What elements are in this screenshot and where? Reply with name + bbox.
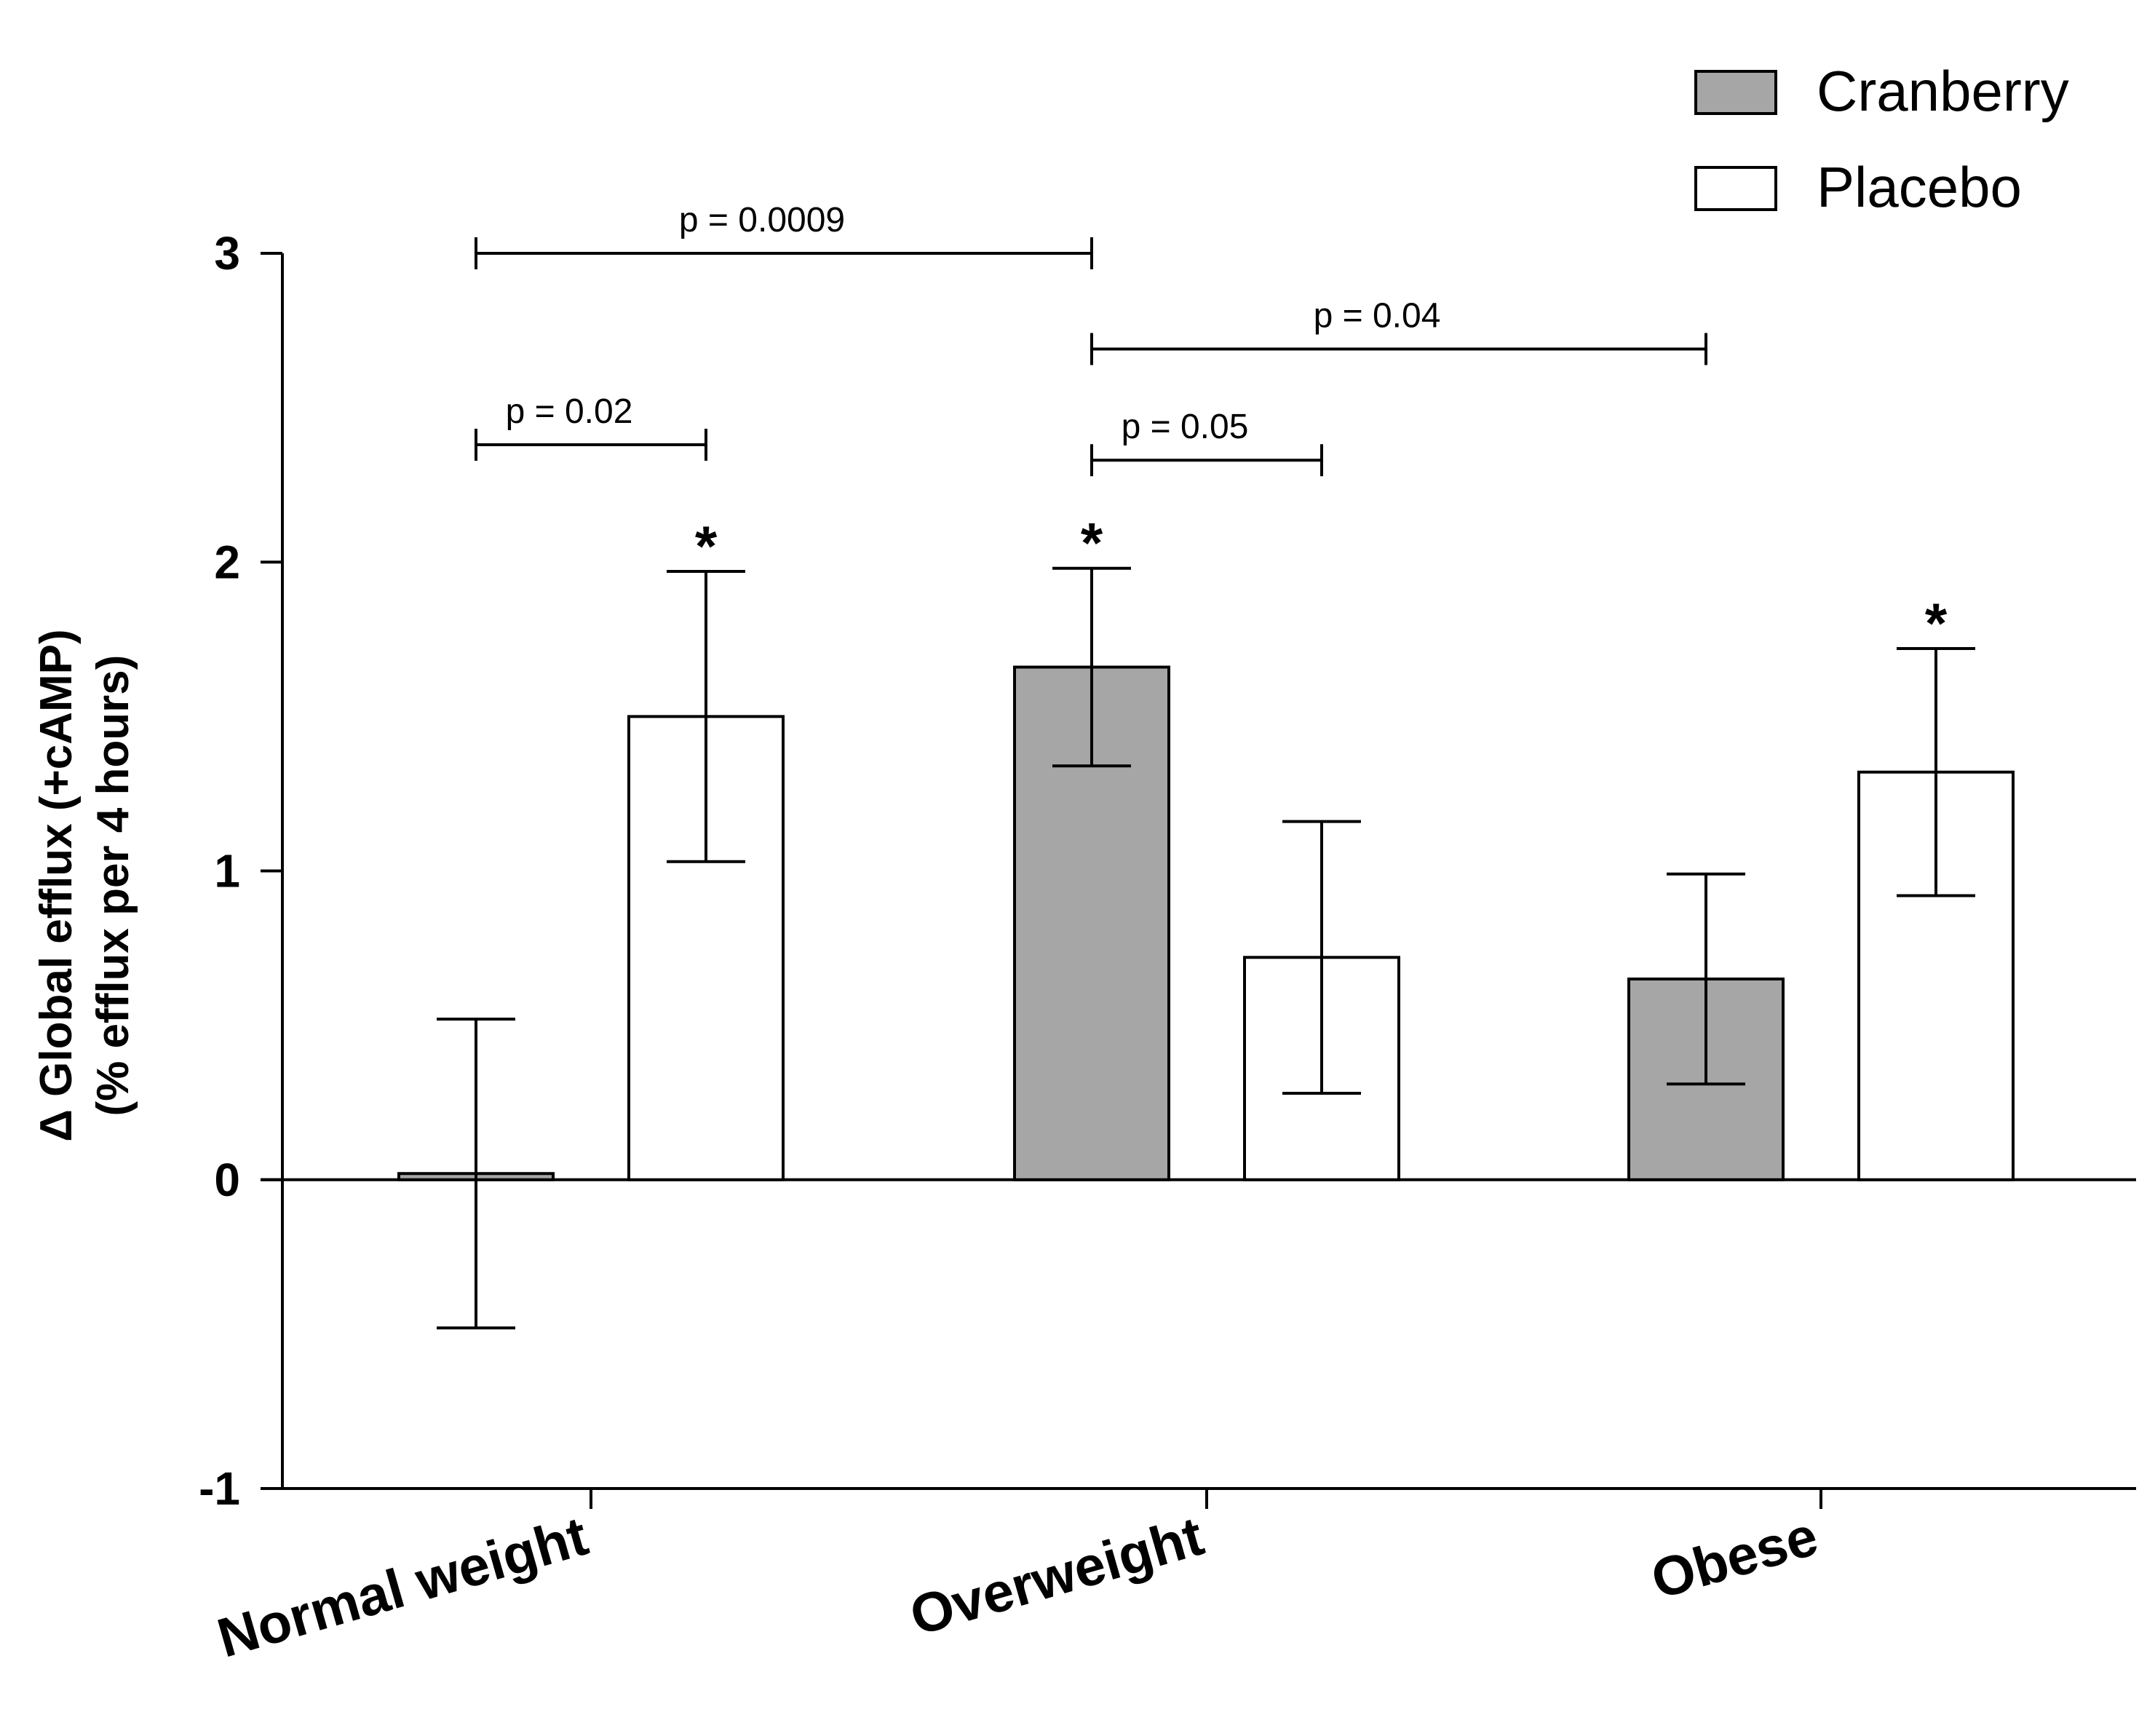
legend: Cranberry Placebo [1694,59,2069,219]
y-axis-label-line: (% efflux per 4 hours) [88,655,138,1117]
significance-star: * [1925,591,1948,655]
significance-stars: * * * [695,511,1948,655]
comparison-label: p = 0.0009 [679,201,845,239]
x-tick-label: Normal weight [211,1505,595,1670]
y-tick-label: 0 [214,1154,240,1206]
comparison-label: p = 0.02 [506,392,633,431]
x-tick-label: Overweight [903,1505,1210,1648]
significance-star: * [1081,511,1103,575]
y-tick-label: 1 [214,845,240,897]
significance-star: * [695,514,718,578]
x-tick-label: Obese [1645,1505,1825,1612]
y-axis-label: Δ Global efflux (+cAMP) (% efflux per 4 h… [31,629,138,1141]
y-tick-label: -1 [199,1462,240,1515]
legend-label: Cranberry [1817,59,2069,123]
legend-swatch [1694,166,1777,211]
comparison-brackets: p = 0.0009 p = 0.04 p = 0.02 p = 0.05 [475,201,1707,477]
comparison-label: p = 0.04 [1314,297,1441,336]
y-axis-label-line: Δ Global efflux (+cAMP) [31,629,82,1141]
bars [397,665,2015,1181]
error-bars [437,566,1975,1330]
y-tick-label: 3 [214,227,240,280]
comparison-label: p = 0.05 [1122,408,1249,446]
legend-label: Placebo [1817,155,2022,219]
y-tick-label: 2 [214,536,240,588]
legend-swatch [1694,70,1777,115]
